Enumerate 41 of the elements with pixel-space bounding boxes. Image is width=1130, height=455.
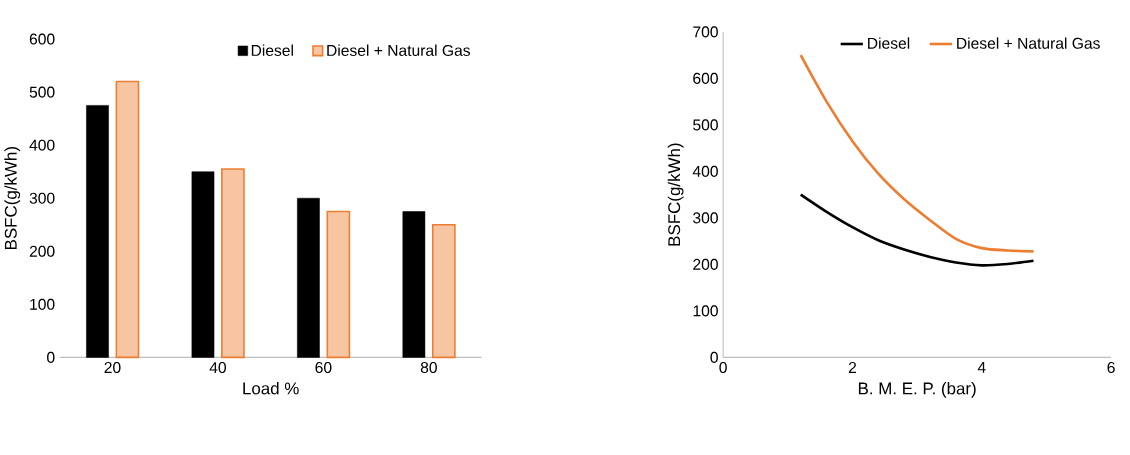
- y-tick-label: 500: [29, 86, 55, 98]
- x-axis-title: Load %: [243, 381, 299, 395]
- legend-label: Diesel: [251, 44, 293, 56]
- bar: [221, 168, 245, 359]
- x-tick-label: 4: [977, 361, 986, 373]
- bar: [191, 171, 215, 358]
- line-series: [799, 53, 1035, 253]
- legend-label: Diesel: [868, 37, 910, 49]
- y-tick-label: 300: [693, 212, 718, 224]
- legend-label: Diesel + Natural Gas: [957, 37, 1100, 49]
- x-tick-label: 0: [719, 361, 727, 374]
- y-tick-label: 100: [30, 298, 55, 310]
- y-axis-title: BSFC(g/kWh): [4, 147, 21, 250]
- x-tick-label: 20: [104, 361, 121, 374]
- bar: [297, 197, 320, 358]
- line-series: [799, 193, 1035, 267]
- bar: [326, 210, 351, 359]
- x-tick-label: 6: [1107, 361, 1115, 374]
- y-tick-label: 300: [29, 192, 55, 204]
- y-tick-label: 100: [693, 305, 718, 317]
- x-tick-label: 40: [209, 361, 227, 374]
- y-axis-title: BSFC(g/kWh): [667, 143, 684, 246]
- x-tick-label: 60: [315, 361, 332, 374]
- y-tick-label: 0: [710, 351, 718, 363]
- bar: [115, 80, 140, 359]
- y-tick-label: 200: [29, 245, 55, 257]
- bar: [431, 223, 456, 359]
- y-tick-label: 200: [693, 258, 718, 270]
- x-axis-title: B. M. E. P. (bar): [858, 381, 976, 398]
- legend-label: Diesel + Natural Gas: [327, 44, 471, 56]
- bar: [86, 105, 109, 358]
- y-tick-label: 600: [29, 33, 55, 45]
- y-tick-label: 0: [47, 351, 55, 363]
- y-tick-label: 500: [693, 119, 718, 131]
- x-tick-label: 2: [848, 361, 857, 373]
- x-tick-label: 80: [420, 361, 437, 374]
- bar: [402, 211, 426, 358]
- y-tick-label: 600: [693, 72, 718, 84]
- y-tick-label: 400: [29, 139, 55, 151]
- y-tick-label: 400: [692, 165, 718, 177]
- y-tick-label: 700: [693, 26, 718, 38]
